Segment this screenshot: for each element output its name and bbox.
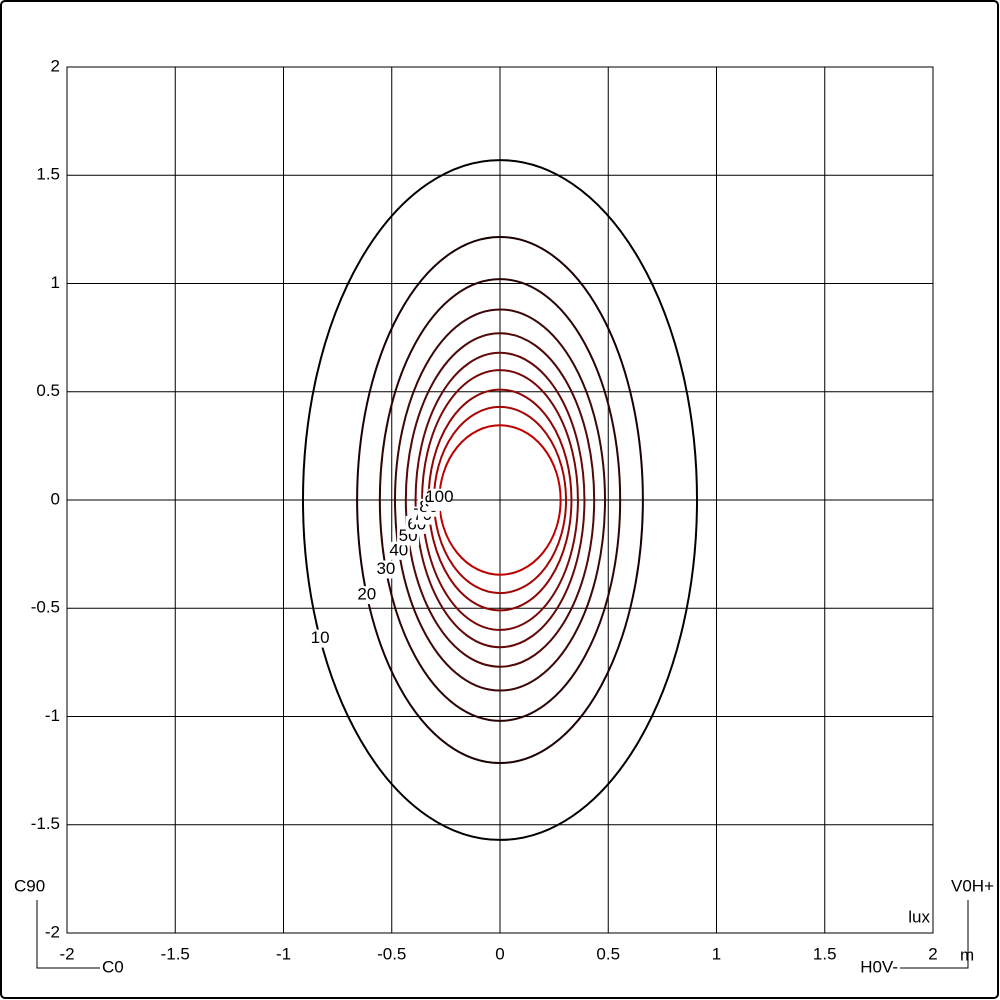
x-tick-label: -2: [59, 944, 74, 963]
corner-label: V0H+: [951, 876, 994, 895]
contour-label-bg: [374, 560, 397, 579]
contour-line: [404, 332, 596, 668]
x-tick-label: 0: [495, 944, 504, 963]
contour-label-bg: [387, 541, 410, 560]
x-tick-label: 2: [928, 944, 937, 963]
x-tick-label: -0.5: [377, 944, 406, 963]
contour-line: [301, 159, 699, 841]
contours: 102030405060708090100: [301, 159, 699, 841]
contour-label-bg: [309, 629, 332, 648]
x-tick-label: 1.5: [813, 944, 837, 963]
contour-label-bg: [355, 586, 378, 605]
grid: -2 -1.5 -1 -0.5 0 0.5 1 1.5 2 -2 -1.5 -1 -0.5 0 0.5 1 1.…: [31, 56, 938, 963]
axis-unit: m: [960, 945, 974, 964]
x-tick-label: -1: [276, 944, 291, 963]
y-tick-label: 1.5: [36, 165, 60, 184]
contour-line: [393, 308, 607, 692]
y-tick-label: -0.5: [31, 598, 60, 617]
contour-label: 100: [425, 487, 453, 506]
corner-label: H0V-: [860, 957, 898, 976]
corner-label: C0: [102, 957, 124, 976]
x-tick-label: 0.5: [596, 944, 620, 963]
unit-label: lux: [908, 907, 930, 926]
y-tick-label: -1.5: [31, 814, 60, 833]
y-tick-label: 0: [51, 489, 60, 508]
contour-label-bg: [428, 488, 451, 507]
plot-border: [66, 66, 934, 934]
hv-marker: [900, 900, 969, 969]
contour-line: [356, 235, 644, 765]
contour-label: 10: [311, 628, 330, 647]
contour-line: [414, 351, 586, 649]
contour-label: 20: [357, 585, 376, 604]
y-tick-label: 0.5: [36, 381, 60, 400]
contour-line: [378, 278, 622, 722]
c-marker: [36, 900, 100, 969]
x-tick-label: -1.5: [161, 944, 190, 963]
y-tick-label: -2: [45, 922, 60, 941]
y-tick-label: -1: [45, 706, 60, 725]
x-tick-label: 1: [712, 944, 721, 963]
corner-label: C90: [14, 876, 45, 895]
y-tick-label: 2: [51, 56, 60, 75]
contour-label: 30: [376, 559, 395, 578]
y-tick-label: 1: [51, 273, 60, 292]
